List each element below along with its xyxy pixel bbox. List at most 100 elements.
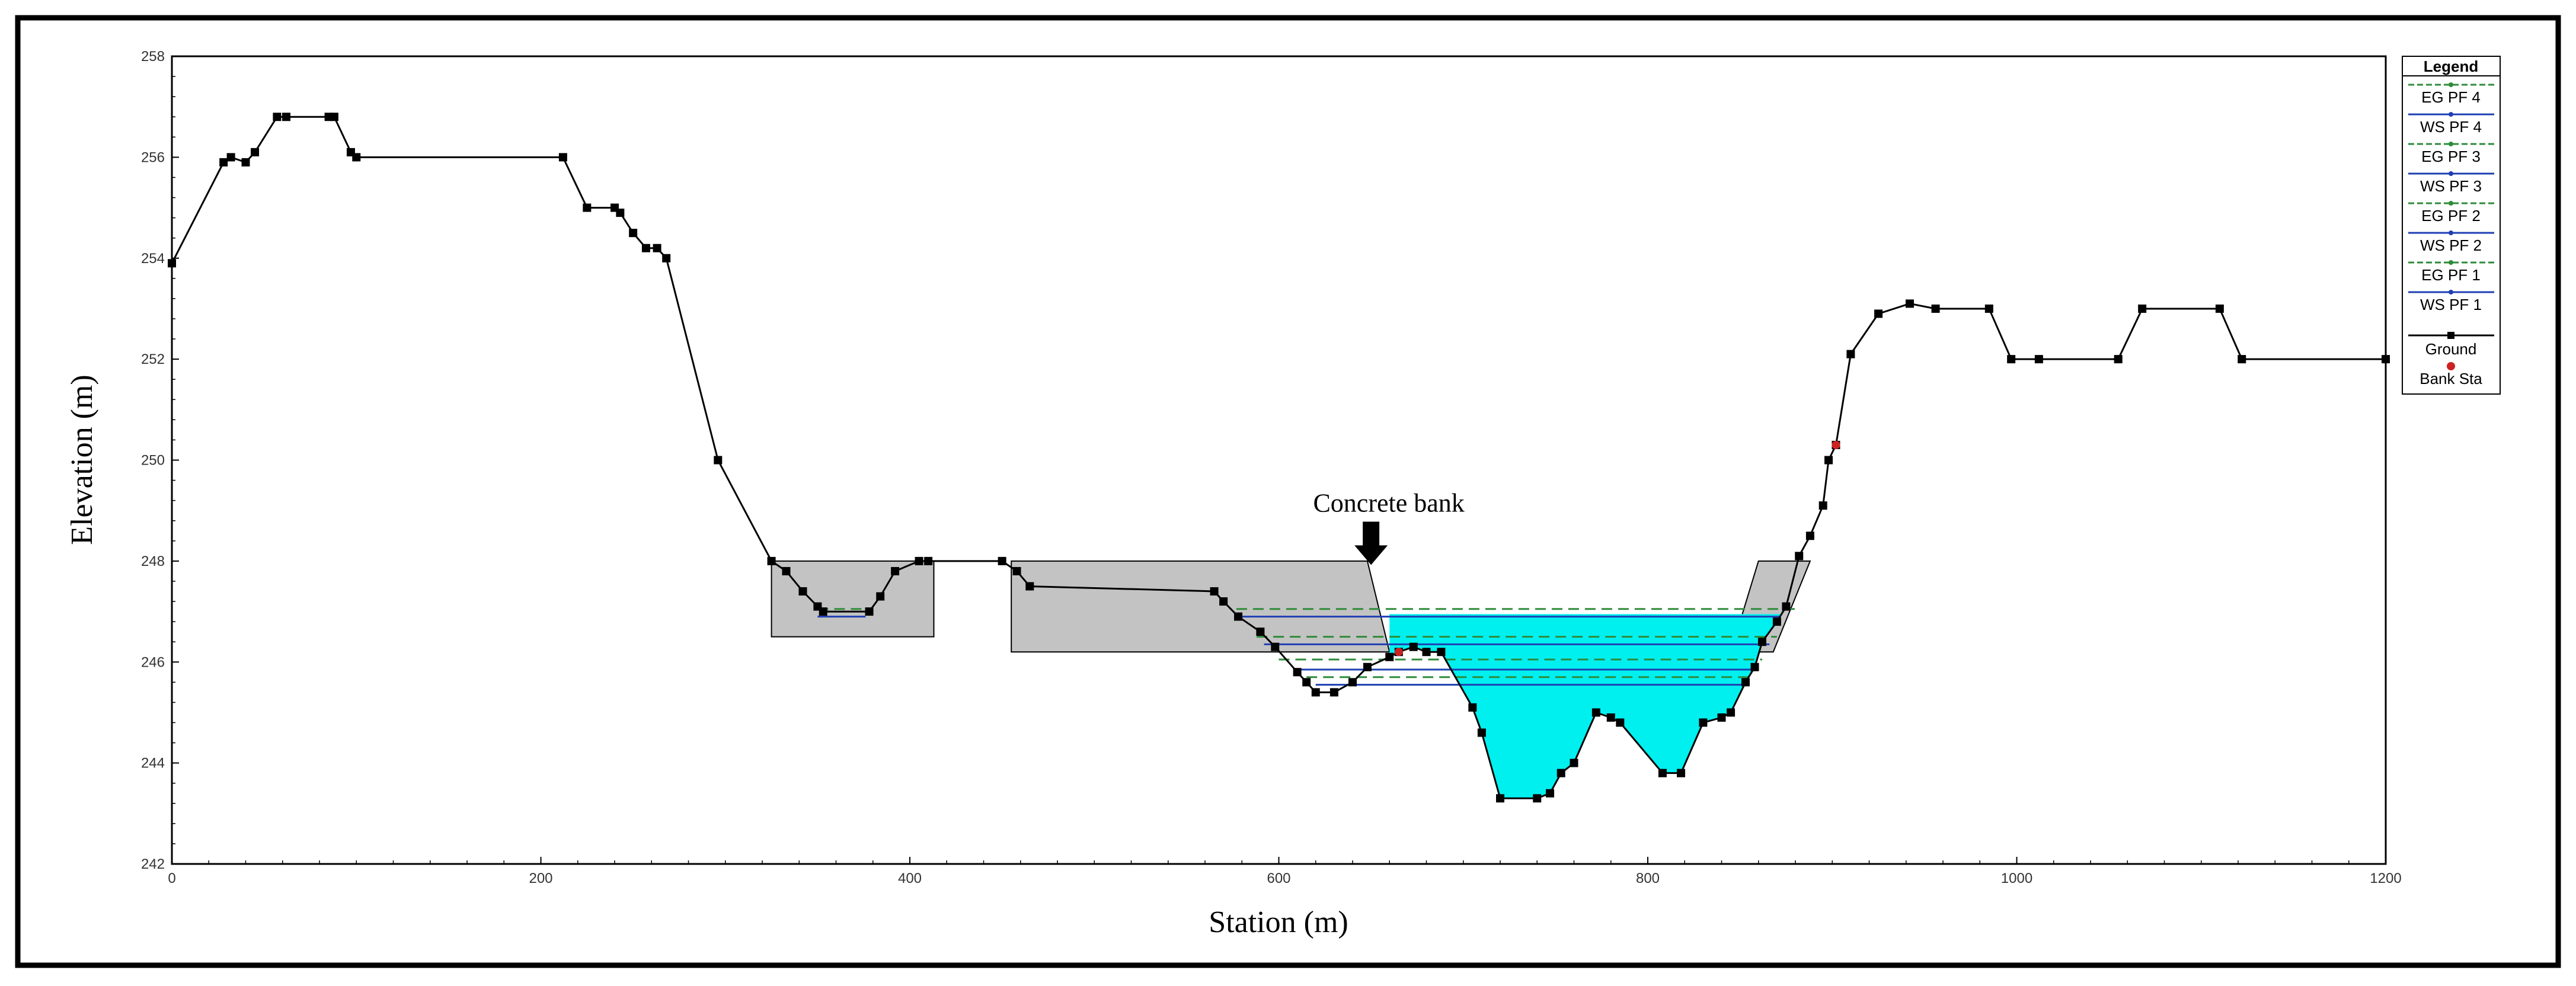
ground-point: [1984, 304, 1993, 313]
ground-point: [1012, 566, 1021, 575]
ground-point: [1658, 769, 1667, 777]
ground-point: [653, 244, 661, 252]
legend-label-ws-pf-2: WS PF 2: [2420, 236, 2482, 254]
legend-marker-ws-pf-1: [2449, 290, 2453, 294]
ground-point: [891, 566, 900, 575]
legend-label-eg-pf-3: EG PF 3: [2421, 148, 2481, 165]
ground-point: [782, 566, 791, 575]
ground-point: [1757, 638, 1766, 646]
bank-sta-point-2: [1832, 440, 1840, 449]
ground-point: [1256, 628, 1265, 636]
ground-point: [1931, 304, 1940, 313]
y-tick-label: 252: [141, 351, 165, 367]
ground-point: [1546, 789, 1555, 798]
legend-marker-ws-pf-3: [2449, 171, 2453, 176]
x-tick-label: 1200: [2370, 870, 2401, 886]
x-tick-label: 600: [1267, 870, 1290, 886]
water-fill: [1389, 614, 1781, 799]
ground-point: [1363, 662, 1372, 671]
ground-point: [1750, 662, 1759, 671]
annotation-label: Concrete bank: [1313, 488, 1464, 517]
ground-point: [1210, 587, 1219, 596]
ground-point: [273, 113, 282, 121]
x-axis-title: Station (m): [1209, 905, 1348, 939]
legend-marker-ws-pf-2: [2449, 231, 2453, 235]
ground-point: [629, 229, 638, 238]
ground-point: [1271, 642, 1280, 651]
ground-point: [241, 158, 250, 167]
ground-point: [1311, 688, 1320, 697]
legend-marker-bank-sta: [2447, 362, 2455, 370]
ground-point: [641, 244, 650, 252]
legend-label-ws-pf-1: WS PF 1: [2420, 296, 2482, 313]
legend-label-bank-sta: Bank Sta: [2420, 370, 2482, 388]
ground-point: [1437, 648, 1446, 657]
ground-point: [1824, 456, 1833, 465]
legend-marker-ground: [2447, 332, 2454, 339]
ineffective-area-2: [1011, 560, 1391, 653]
ground-point: [714, 456, 723, 465]
y-tick-label: 244: [141, 755, 165, 771]
ground-point: [1302, 678, 1311, 687]
ground-point: [1477, 728, 1486, 737]
ground-point: [1025, 582, 1034, 591]
y-tick-label: 242: [141, 856, 165, 872]
legend-label-eg-pf-4: EG PF 4: [2421, 88, 2481, 106]
ground-point: [282, 113, 290, 121]
legend-items: EG PF 4 WS PF 4 EG PF 3 WS PF 3 EG PF 2 WS PF…: [2408, 82, 2494, 388]
y-tick-label: 254: [141, 251, 165, 267]
legend-marker-ws-pf-4: [2449, 112, 2453, 117]
bank-sta-point-1: [1394, 648, 1403, 657]
ineffective-area-1: [771, 560, 935, 638]
ground-point: [1234, 612, 1243, 621]
ground-point: [1846, 350, 1855, 358]
ground-point: [865, 607, 874, 616]
x-tick-label: 0: [168, 870, 175, 886]
x-tick-label: 800: [1636, 870, 1660, 886]
ground-point: [819, 607, 827, 616]
y-tick-label: 250: [141, 453, 165, 469]
bank-stations: [1394, 440, 1840, 657]
ground-point: [2238, 355, 2246, 364]
ground-point: [1496, 794, 1504, 803]
y-tick-label: 258: [141, 49, 165, 65]
legend-marker-eg-pf-4: [2449, 82, 2453, 87]
plot-frame: [171, 55, 2387, 865]
legend-title: Legend: [2424, 57, 2478, 75]
ground-line: [171, 116, 2386, 799]
ground-point: [1741, 678, 1750, 687]
ground-point: [2007, 355, 2016, 364]
ground-point: [558, 153, 567, 162]
ground-point: [1805, 532, 1814, 540]
legend-label-ws-pf-4: WS PF 4: [2420, 118, 2482, 136]
ground-point: [798, 587, 807, 596]
x-tick-label: 400: [898, 870, 922, 886]
ground-point: [1717, 713, 1726, 722]
x-tick-label: 1000: [2001, 870, 2032, 886]
x-tick-label: 200: [529, 870, 552, 886]
ground-point: [1533, 794, 1542, 803]
ground-point: [1727, 708, 1736, 717]
ground-point: [1874, 309, 1883, 318]
ground-point: [219, 158, 228, 167]
ground-point: [1591, 708, 1600, 717]
axis-ticks: 0 200 400 600 800 1000 1200 242 244 246 248 250 252 2…: [141, 49, 2402, 886]
ground-point: [1385, 652, 1394, 661]
ground-point: [924, 556, 933, 565]
y-tick-label: 246: [141, 654, 165, 670]
ground-point: [583, 203, 592, 212]
ground-point: [2138, 304, 2147, 313]
ground-point: [1699, 718, 1708, 727]
ground-point: [251, 148, 260, 156]
ground-point: [616, 209, 625, 217]
ground-point: [1616, 718, 1625, 727]
ground-point: [2034, 355, 2043, 364]
legend-marker-eg-pf-1: [2449, 260, 2453, 265]
concrete-bank-annotation: Concrete bank: [1313, 488, 1465, 565]
ground-point: [1293, 668, 1302, 677]
ground-point: [2215, 304, 2224, 313]
ground-point: [1772, 617, 1781, 626]
ground-point: [352, 153, 361, 162]
ground-point: [1782, 602, 1791, 611]
